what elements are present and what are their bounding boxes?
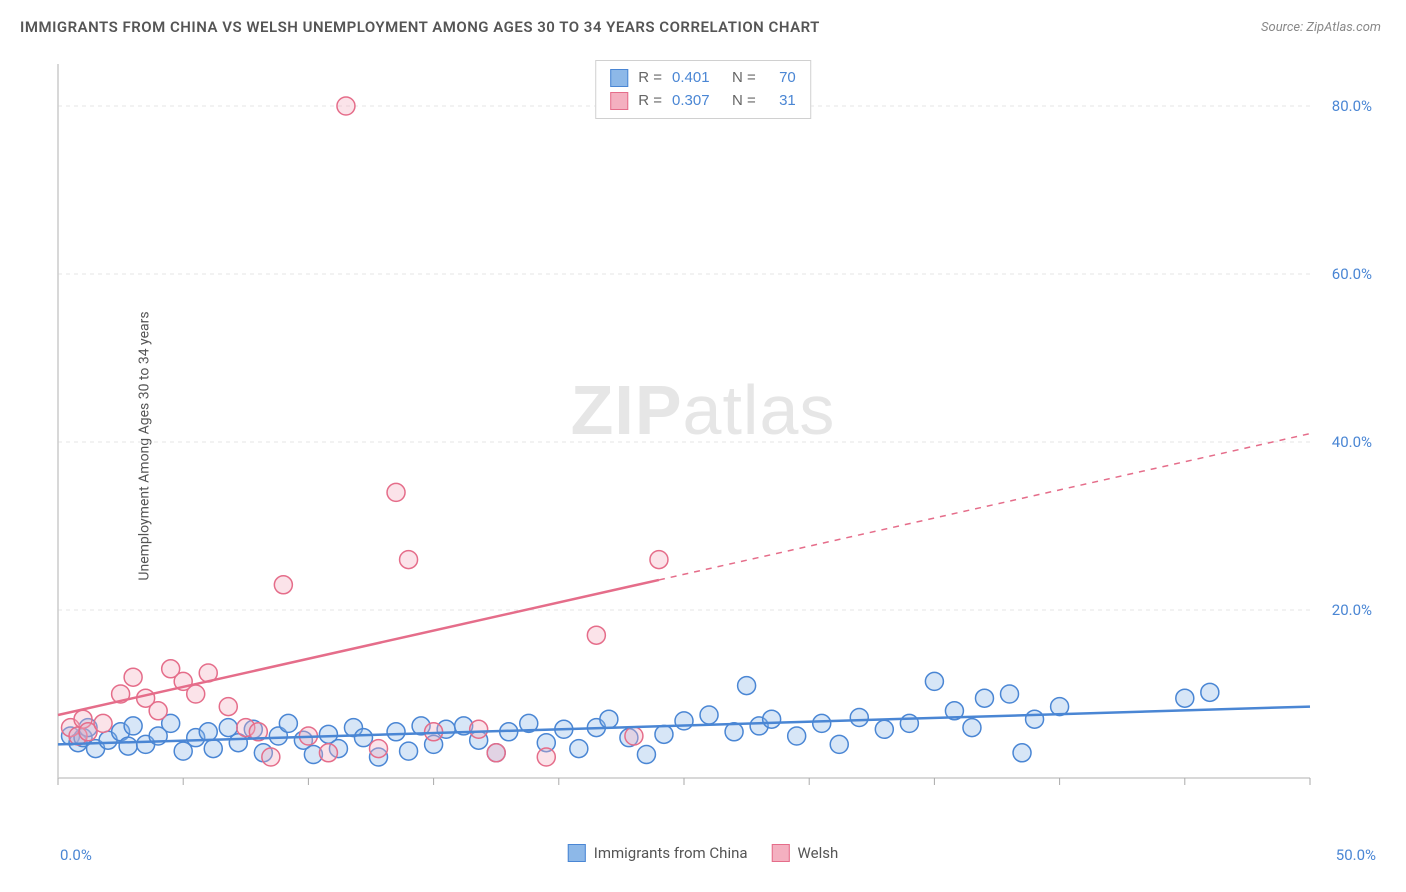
- y-axis-tick-label: 20.0%: [1332, 601, 1372, 619]
- data-point: [354, 729, 372, 747]
- data-point: [487, 744, 505, 762]
- data-point: [850, 709, 868, 727]
- data-point: [124, 668, 142, 686]
- legend-r-label: R =: [638, 67, 662, 90]
- data-point: [387, 483, 405, 501]
- data-point: [655, 725, 673, 743]
- scatter-chart-svg: 20.0% 40.0% 60.0% 80.0%: [50, 58, 1380, 818]
- data-point: [570, 740, 588, 758]
- data-point: [279, 714, 297, 732]
- data-point: [1013, 744, 1031, 762]
- data-point: [600, 710, 618, 728]
- legend-item: Immigrants from China: [568, 844, 748, 862]
- data-point: [625, 727, 643, 745]
- data-point: [219, 698, 237, 716]
- legend-series-label: Immigrants from China: [594, 844, 748, 862]
- data-point: [537, 748, 555, 766]
- data-point: [1176, 689, 1194, 707]
- data-point: [400, 551, 418, 569]
- data-point: [813, 714, 831, 732]
- data-point: [925, 672, 943, 690]
- data-point: [204, 740, 222, 758]
- y-axis-tick-label: 80.0%: [1332, 97, 1372, 115]
- data-point: [975, 689, 993, 707]
- trend-line: [58, 580, 659, 715]
- legend-r-label: R =: [638, 90, 662, 113]
- data-point: [124, 717, 142, 735]
- x-axis-tick-min: 0.0%: [60, 846, 92, 864]
- x-axis-tick-max: 50.0%: [1336, 846, 1376, 864]
- legend-r-value: 0.307: [672, 90, 722, 113]
- legend-swatch: [568, 844, 586, 862]
- data-point: [199, 723, 217, 741]
- data-point: [119, 737, 137, 755]
- data-point: [262, 748, 280, 766]
- legend-n-label: N =: [732, 67, 756, 90]
- data-point: [650, 551, 668, 569]
- data-point: [337, 97, 355, 115]
- data-point: [94, 714, 112, 732]
- data-point: [675, 712, 693, 730]
- chart-plot-area: 20.0% 40.0% 60.0% 80.0%: [50, 58, 1380, 818]
- legend-n-value: 31: [766, 90, 796, 113]
- legend-row: R = 0.401 N = 70: [610, 67, 796, 90]
- chart-title: IMMIGRANTS FROM CHINA VS WELSH UNEMPLOYM…: [20, 18, 820, 36]
- data-point: [763, 710, 781, 728]
- data-point: [149, 702, 167, 720]
- legend-row: R = 0.307 N = 31: [610, 90, 796, 113]
- correlation-legend: R = 0.401 N = 70 R = 0.307 N = 31: [595, 60, 811, 119]
- data-point: [470, 720, 488, 738]
- source-attribution: Source: ZipAtlas.com: [1261, 20, 1381, 35]
- data-point: [788, 727, 806, 745]
- legend-series-label: Welsh: [798, 844, 839, 862]
- series-welsh: [62, 97, 668, 766]
- series-immigrants-from-china: [62, 672, 1219, 766]
- legend-swatch: [610, 92, 628, 110]
- data-point: [900, 714, 918, 732]
- data-point: [700, 706, 718, 724]
- legend-item: Welsh: [772, 844, 839, 862]
- data-point: [1026, 710, 1044, 728]
- data-point: [187, 685, 205, 703]
- data-point: [319, 744, 337, 762]
- data-point: [1201, 683, 1219, 701]
- data-point: [274, 576, 292, 594]
- data-point: [400, 742, 418, 760]
- legend-n-label: N =: [732, 90, 756, 113]
- data-point: [637, 745, 655, 763]
- legend-r-value: 0.401: [672, 67, 722, 90]
- data-point: [738, 677, 756, 695]
- data-point: [1001, 685, 1019, 703]
- trend-line-extrapolated: [659, 434, 1310, 580]
- y-axis-tick-label: 40.0%: [1332, 433, 1372, 451]
- data-point: [587, 626, 605, 644]
- legend-swatch: [610, 69, 628, 87]
- legend-n-value: 70: [766, 67, 796, 90]
- data-point: [963, 719, 981, 737]
- data-point: [387, 723, 405, 741]
- legend-swatch: [772, 844, 790, 862]
- data-point: [875, 720, 893, 738]
- y-axis-tick-label: 60.0%: [1332, 265, 1372, 283]
- data-point: [725, 723, 743, 741]
- data-point: [830, 735, 848, 753]
- data-point: [370, 740, 388, 758]
- series-legend: Immigrants from China Welsh: [568, 844, 838, 862]
